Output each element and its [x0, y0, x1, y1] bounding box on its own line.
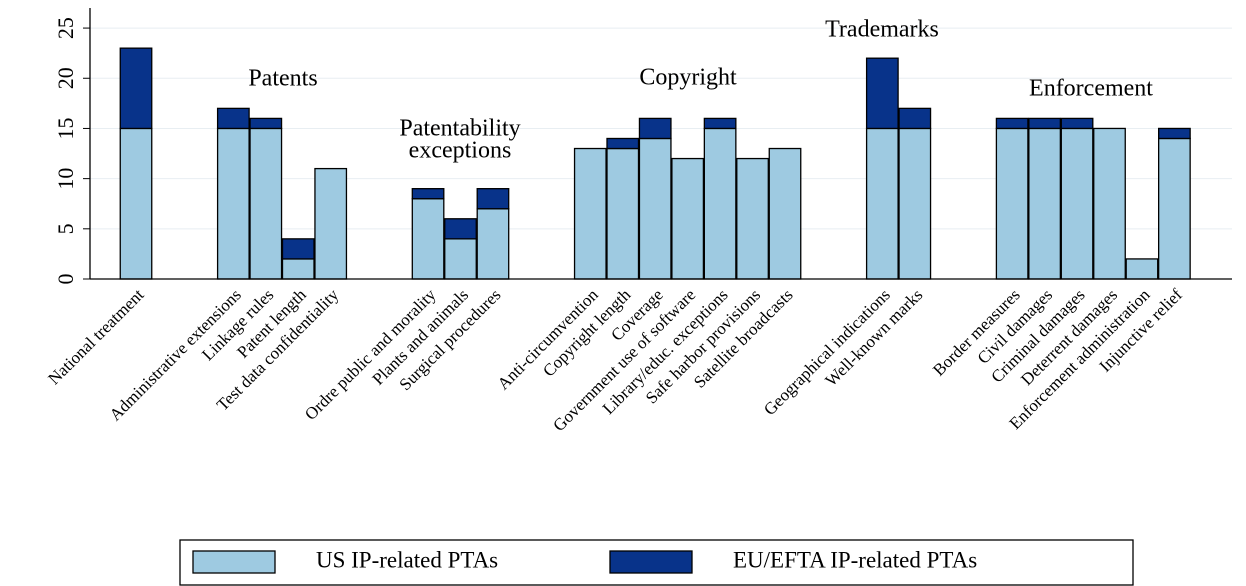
- bar-segment: [444, 218, 477, 240]
- bar-segment: [119, 127, 153, 280]
- bar-segment: [995, 117, 1029, 130]
- bar-segment: [638, 137, 672, 280]
- bar-segment: [1060, 127, 1094, 280]
- bar-segment: [314, 167, 348, 280]
- bar-segment: [995, 127, 1029, 280]
- bar-segment: [898, 107, 932, 130]
- legend-swatch: [609, 550, 693, 574]
- y-tick-label: 10: [53, 168, 78, 190]
- y-tick-label: 15: [53, 117, 78, 139]
- bar-segment: [1093, 127, 1126, 280]
- bar-segment: [736, 157, 769, 280]
- bar-segment: [1158, 137, 1191, 280]
- bar-segment: [216, 107, 250, 130]
- bar-segment: [281, 238, 315, 260]
- group-label: Patentability: [399, 116, 520, 142]
- bar-segment: [898, 127, 932, 280]
- bar-segment: [865, 127, 899, 280]
- bar-segment: [703, 127, 737, 280]
- bar-segment: [573, 147, 607, 280]
- bar-segment: [476, 208, 510, 280]
- bar-segment: [216, 127, 250, 280]
- group-label: Trademarks: [825, 17, 939, 43]
- bar-segment: [638, 117, 672, 140]
- bar-segment: [476, 188, 510, 210]
- legend-swatch: [192, 550, 276, 574]
- group-label: Copyright: [639, 65, 737, 91]
- bar-segment: [281, 258, 315, 280]
- group-label: Patents: [248, 66, 317, 92]
- group-label: Enforcement: [1029, 76, 1153, 102]
- bar-segment: [1028, 117, 1061, 130]
- bar-segment: [703, 117, 737, 130]
- bar-segment: [444, 238, 477, 280]
- bar-segment: [1060, 117, 1094, 130]
- y-tick-label: 0: [53, 274, 78, 285]
- bar-segment: [671, 157, 705, 280]
- bar-segment: [865, 57, 899, 130]
- bar-segment: [249, 127, 283, 280]
- bar-segment: [411, 198, 445, 280]
- legend-box: [179, 539, 1134, 586]
- bar-segment: [606, 137, 640, 150]
- bar-segment: [768, 147, 802, 280]
- y-tick-label: 20: [53, 67, 78, 89]
- group-label: exceptions: [409, 138, 512, 164]
- x-tick-label: National treatment: [44, 285, 147, 388]
- bar-segment: [249, 117, 283, 130]
- bar-segment: [606, 147, 640, 280]
- bar-segment: [1028, 127, 1061, 280]
- y-tick-label: 25: [53, 17, 78, 39]
- bar-segment: [1158, 127, 1191, 140]
- bar-segment: [411, 188, 445, 200]
- legend-label: US IP-related PTAs: [316, 547, 498, 572]
- bar-segment: [1125, 258, 1159, 280]
- bar-segment: [119, 47, 153, 130]
- legend-label: EU/EFTA IP-related PTAs: [733, 547, 977, 572]
- y-tick-label: 5: [53, 223, 78, 234]
